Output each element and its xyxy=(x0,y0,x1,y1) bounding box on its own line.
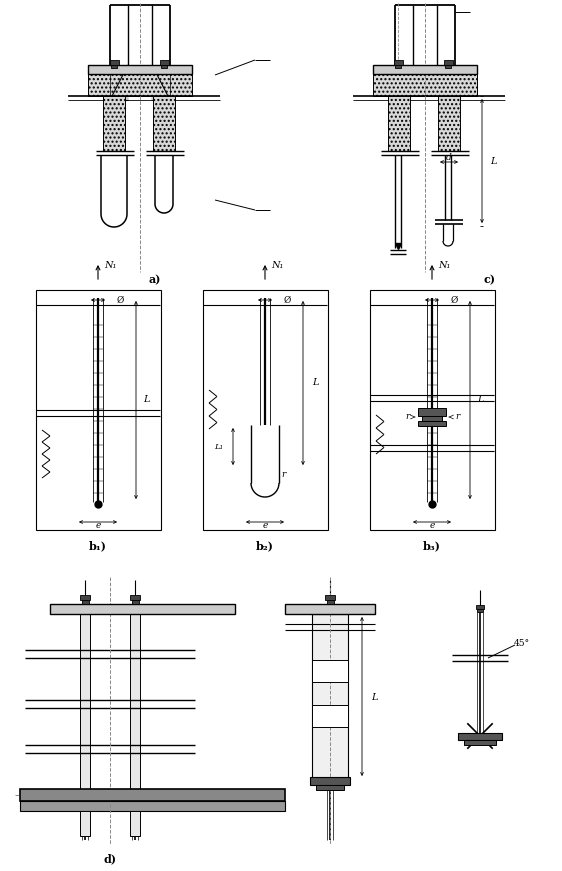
Bar xyxy=(110,60,119,65)
Bar xyxy=(464,740,496,745)
Bar xyxy=(312,705,348,727)
Bar xyxy=(80,614,90,789)
Bar xyxy=(312,614,348,779)
Bar xyxy=(327,600,333,604)
Bar xyxy=(161,65,167,68)
Text: r: r xyxy=(405,413,409,422)
Bar xyxy=(443,60,452,65)
Text: L: L xyxy=(312,379,318,388)
Text: L₁: L₁ xyxy=(215,443,224,451)
Bar xyxy=(373,65,477,74)
Text: b₃): b₃) xyxy=(423,541,441,551)
Bar xyxy=(81,600,88,604)
Text: e: e xyxy=(429,522,434,530)
Bar xyxy=(153,96,175,151)
Bar xyxy=(418,408,446,416)
Text: Ø: Ø xyxy=(450,295,457,305)
Text: 45°: 45° xyxy=(514,638,530,647)
Bar xyxy=(370,290,495,530)
Text: c): c) xyxy=(484,274,496,286)
Text: r: r xyxy=(281,470,285,480)
Bar xyxy=(20,801,285,811)
Bar xyxy=(36,290,161,530)
Text: L: L xyxy=(371,692,377,701)
Bar xyxy=(203,290,328,530)
Bar xyxy=(316,785,344,790)
Text: r: r xyxy=(455,413,459,422)
Text: N₁: N₁ xyxy=(104,261,116,271)
Bar xyxy=(111,65,117,68)
Bar xyxy=(476,605,484,609)
Bar xyxy=(388,96,410,151)
Bar xyxy=(130,595,140,600)
Bar xyxy=(132,600,138,604)
Bar xyxy=(458,733,502,740)
Bar xyxy=(88,74,192,96)
Text: b₁): b₁) xyxy=(89,541,107,551)
Text: Ø: Ø xyxy=(116,295,124,305)
Bar xyxy=(325,595,335,600)
Bar xyxy=(130,614,140,789)
Bar xyxy=(80,595,90,600)
Bar xyxy=(373,74,477,96)
Text: d: d xyxy=(446,153,452,163)
Bar xyxy=(418,421,446,426)
Bar xyxy=(130,811,140,836)
Bar xyxy=(50,604,235,614)
Bar xyxy=(88,65,192,74)
Polygon shape xyxy=(110,65,128,100)
Text: L: L xyxy=(477,395,483,404)
Polygon shape xyxy=(152,65,170,100)
Text: d): d) xyxy=(103,854,116,865)
Bar xyxy=(312,660,348,682)
Text: e: e xyxy=(96,522,101,530)
Bar xyxy=(395,65,401,68)
Bar xyxy=(285,604,375,614)
Bar xyxy=(103,96,125,151)
Text: L: L xyxy=(490,158,496,166)
Text: N₁: N₁ xyxy=(271,261,283,271)
Bar xyxy=(160,60,169,65)
Text: b₂): b₂) xyxy=(256,541,274,551)
Bar xyxy=(310,777,350,785)
Text: a): a) xyxy=(149,274,161,286)
Bar xyxy=(393,60,402,65)
Bar xyxy=(477,609,483,612)
Bar xyxy=(438,96,460,151)
Text: e: e xyxy=(262,522,268,530)
Text: Ø: Ø xyxy=(283,295,291,305)
Bar xyxy=(20,789,285,801)
Text: L: L xyxy=(143,395,149,404)
Bar xyxy=(80,811,90,836)
Bar xyxy=(445,65,451,68)
Text: N₁: N₁ xyxy=(438,261,450,271)
Bar xyxy=(422,416,442,421)
